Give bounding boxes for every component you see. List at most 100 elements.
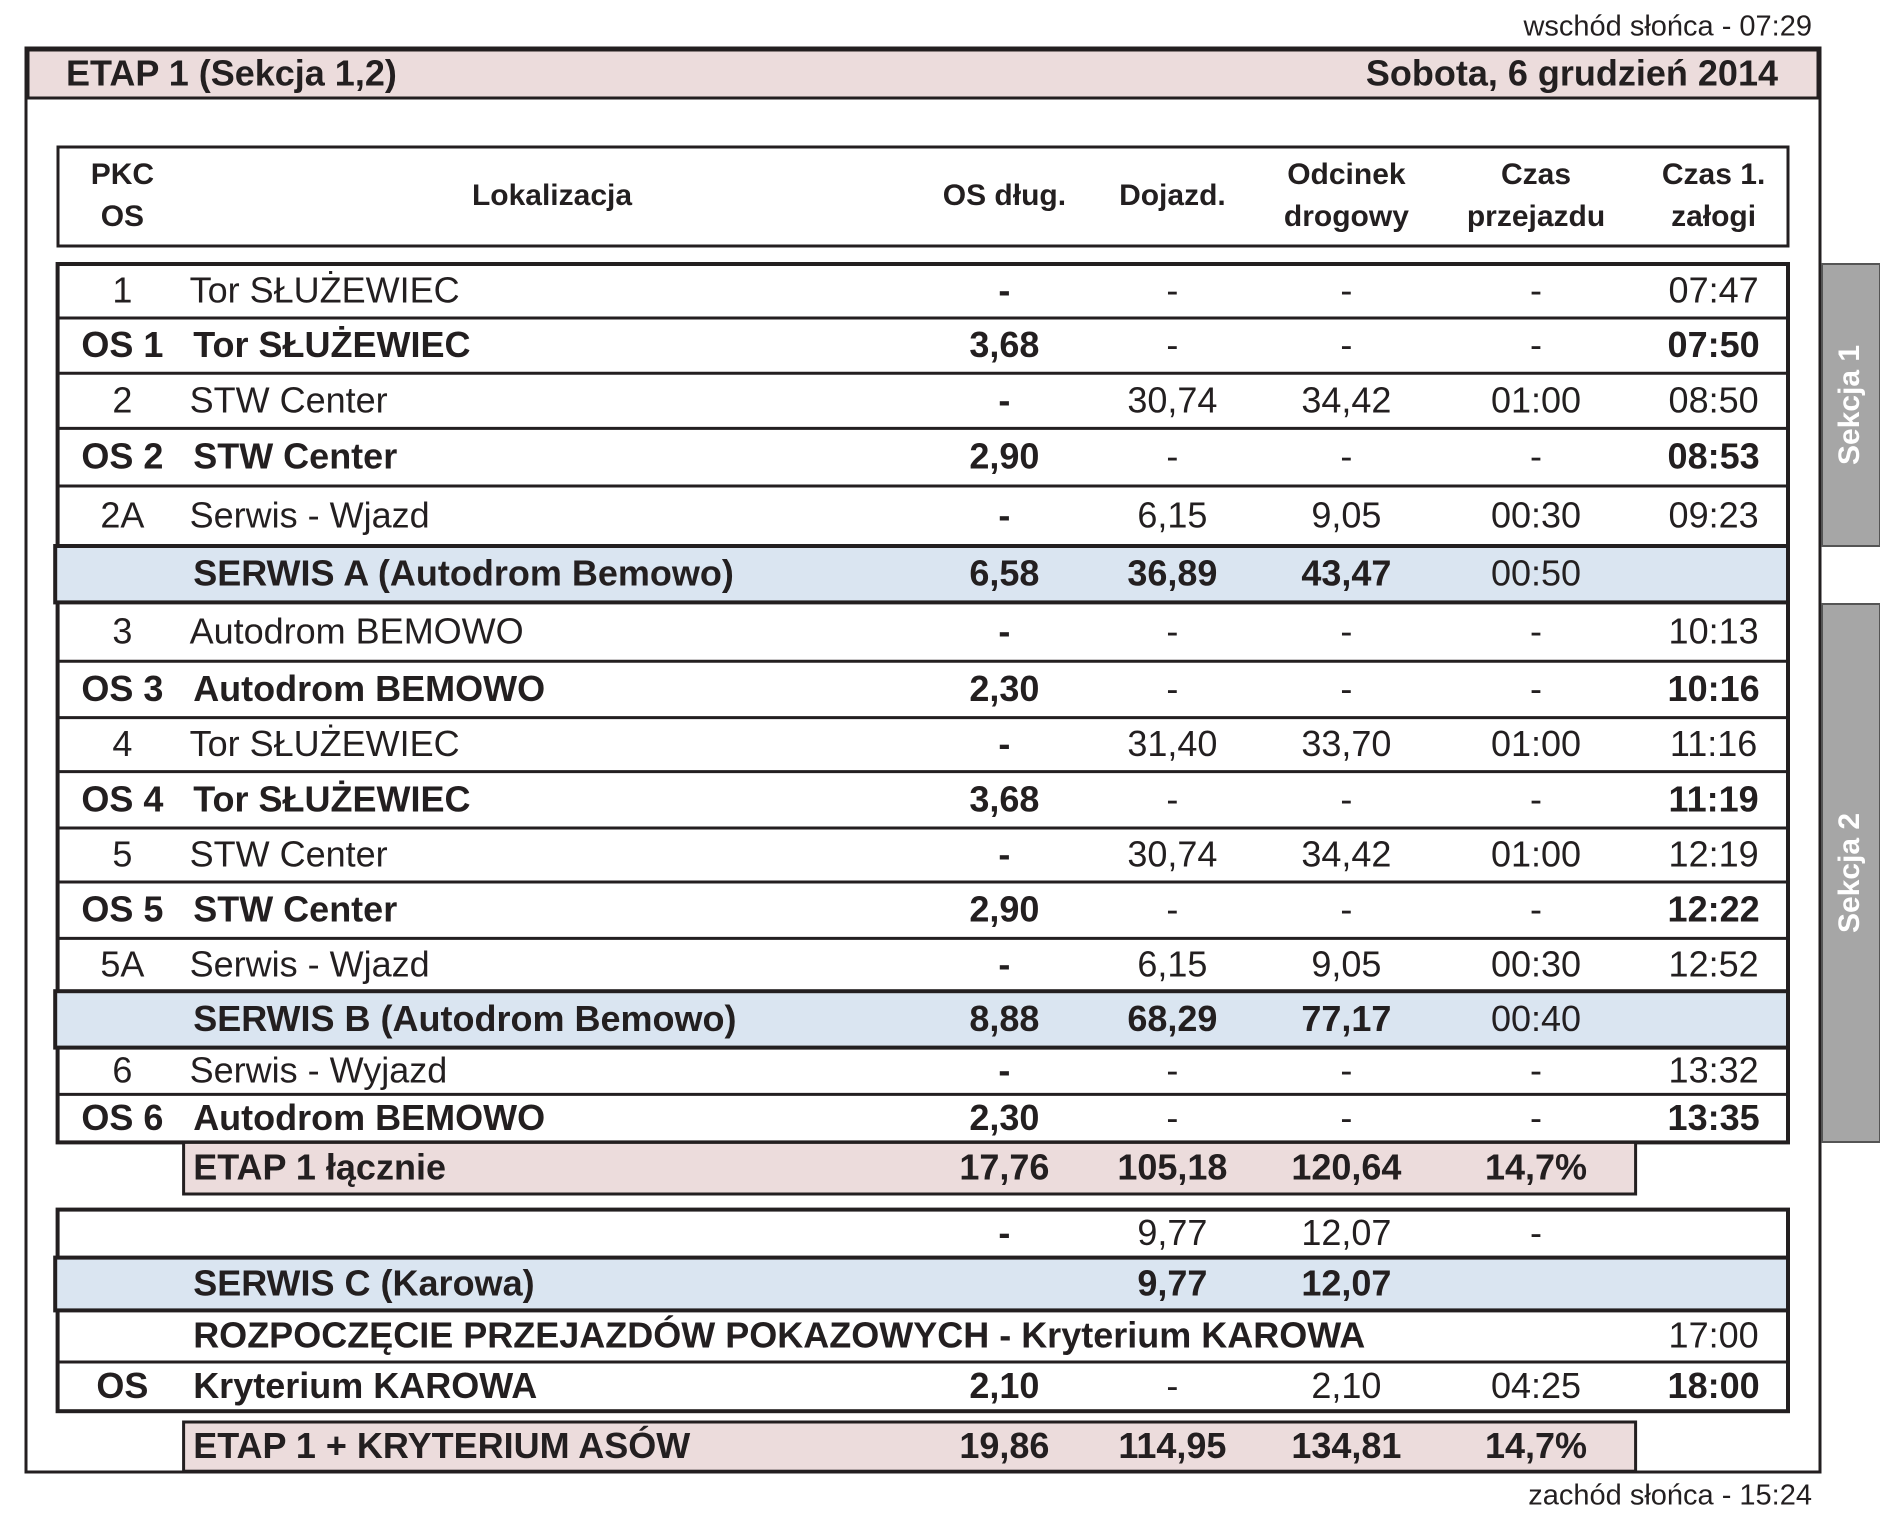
cell: 12:52 [1669,943,1759,984]
location-cell: Tor SŁUŻEWIEC [190,270,460,311]
cell: - [1530,436,1542,477]
cell: 2,10 [1311,1365,1381,1406]
column-header: Odcinek [1287,158,1406,191]
total-band [182,1420,1638,1473]
cell: 120,64 [1291,1147,1401,1188]
cell: - [998,1212,1010,1253]
location-cell: ROZPOCZĘCIE PRZEJAZDÓW POKAZOWYCH - Kryt… [193,1314,1365,1356]
cell: - [998,723,1010,764]
cell: 18:00 [1668,1365,1760,1406]
sunrise: wschód słońca - 07:29 [1522,11,1812,43]
cell: OS 5 [81,889,163,930]
cell: 36,89 [1127,553,1217,594]
cell: 08:50 [1669,379,1759,420]
cell: - [1166,324,1178,365]
total-band [182,1140,1638,1196]
cell: - [1166,889,1178,930]
location-cell: SERWIS A (Autodrom Bemowo) [193,553,734,594]
cell: 2,10 [969,1365,1039,1406]
location-cell: Tor SŁUŻEWIEC [193,324,470,365]
column-header: Czas 1. [1662,158,1765,191]
location-cell: ETAP 1 + KRYTERIUM ASÓW [193,1424,690,1466]
cell: - [1530,610,1542,651]
cell: 12:22 [1668,889,1760,930]
cell: 3 [112,610,132,651]
location-cell: Autodrom BEMOWO [193,1097,545,1138]
cell: OS 6 [81,1097,163,1138]
serwis-band [53,989,1791,1050]
cell: 114,95 [1118,1425,1226,1466]
cell: 105,18 [1117,1147,1227,1188]
column-header: drogowy [1284,200,1409,233]
cell: 3,68 [969,324,1039,365]
cell: 00:40 [1491,998,1581,1039]
cell: 2A [100,495,144,536]
cell: - [1340,1097,1352,1138]
cell: - [998,943,1010,984]
cell: 07:50 [1668,324,1760,365]
cell: 6 [112,1050,132,1091]
location-cell: SERWIS C (Karowa) [193,1263,534,1304]
cell: 07:47 [1669,270,1759,311]
cell: - [1166,610,1178,651]
cell: - [1530,668,1542,709]
location-cell: Serwis - Wjazd [190,943,430,984]
cell: 6,58 [969,553,1039,594]
cell: 2,90 [969,436,1039,477]
cell: 9,77 [1137,1212,1207,1253]
cell: 8,88 [969,998,1039,1039]
cell: - [1166,668,1178,709]
cell: 17:00 [1669,1315,1759,1356]
cell: - [1340,610,1352,651]
cell: 00:30 [1491,943,1581,984]
cell: - [998,1050,1010,1091]
cell: 08:53 [1668,436,1760,477]
cell: - [1166,778,1178,819]
cell: OS 4 [81,778,163,819]
cell: 00:50 [1491,553,1581,594]
location-cell: Serwis - Wjazd [190,495,430,536]
cell: - [1166,1097,1178,1138]
cell: 43,47 [1301,553,1391,594]
cell: 1 [112,270,132,311]
cell: 6,15 [1137,495,1207,536]
cell: 5 [112,834,132,875]
cell: 04:25 [1491,1365,1581,1406]
location-cell: Autodrom BEMOWO [193,668,545,709]
cell: - [998,379,1010,420]
cell: - [998,495,1010,536]
cell: 2 [112,379,132,420]
cell: 19,86 [959,1425,1049,1466]
cell: 14,7% [1485,1425,1587,1466]
column-header: OS [101,200,144,233]
cell: 09:23 [1669,495,1759,536]
cell: 01:00 [1491,834,1581,875]
cell: - [1530,1212,1542,1253]
cell: 9,05 [1311,943,1381,984]
location-cell: STW Center [193,436,397,477]
cell: 3,68 [969,778,1039,819]
column-header: przejazdu [1467,200,1605,233]
cell: - [1340,436,1352,477]
column-header: Czas [1501,158,1571,191]
cell: - [1166,1050,1178,1091]
cell: - [1340,324,1352,365]
cell: 10:16 [1668,668,1760,709]
serwis-band [53,544,1791,605]
cell: 33,70 [1301,723,1391,764]
location-cell: Tor SŁUŻEWIEC [193,778,470,819]
cell: 30,74 [1127,834,1217,875]
header-box [56,145,1790,248]
cell: 14,7% [1485,1147,1587,1188]
location-cell: STW Center [193,889,397,930]
cell: - [1340,778,1352,819]
cell: 9,77 [1137,1263,1207,1304]
location-cell: SERWIS B (Autodrom Bemowo) [193,998,736,1039]
cell: 34,42 [1301,834,1391,875]
cell: 17,76 [959,1147,1049,1188]
cell: 13:32 [1669,1050,1759,1091]
cell: 2,30 [969,668,1039,709]
cell: 13:35 [1668,1097,1760,1138]
cell: - [1166,270,1178,311]
